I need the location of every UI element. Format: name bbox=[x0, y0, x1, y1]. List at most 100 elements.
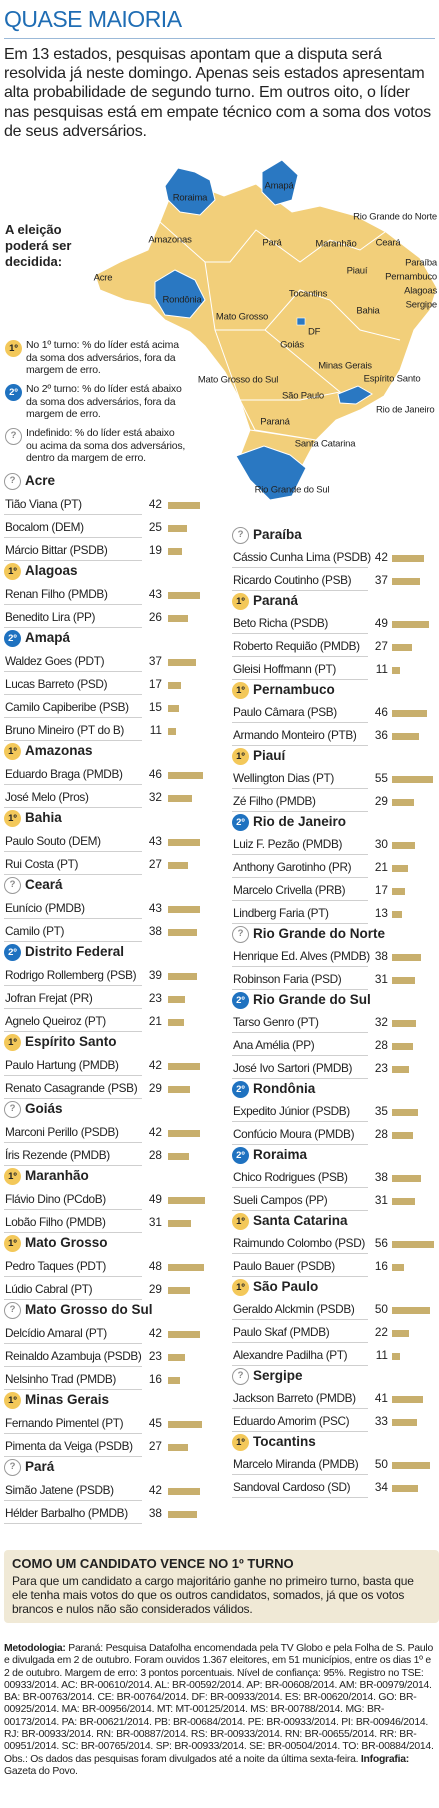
state-badge: ? bbox=[4, 877, 21, 894]
row-line bbox=[232, 656, 368, 657]
state-name: Piauí bbox=[253, 748, 286, 763]
state-badge: ? bbox=[4, 1459, 21, 1476]
vote-bar bbox=[392, 1175, 421, 1182]
candidate-value: 50 bbox=[374, 1457, 388, 1471]
vote-bar bbox=[392, 1330, 409, 1337]
map-label: Amapá bbox=[264, 181, 294, 192]
candidate-value: 26 bbox=[148, 610, 162, 624]
brazil-map: Roraima Amapá Amazonas Pará Acre Rondônia Mato… bbox=[94, 159, 438, 501]
row-line bbox=[232, 1319, 368, 1320]
row-line bbox=[232, 1474, 368, 1475]
map-label: Rondônia bbox=[162, 295, 202, 306]
candidate-name: Paulo Bauer (PSDB) bbox=[233, 1259, 335, 1273]
candidate-name: Lindberg Faria (PT) bbox=[233, 906, 329, 920]
candidate-value: 46 bbox=[374, 705, 388, 719]
row-line bbox=[232, 1078, 368, 1079]
row-line bbox=[4, 717, 142, 718]
map-label: Santa Catarina bbox=[295, 439, 356, 450]
candidate-name: Renato Casagrande (PSB) bbox=[5, 1081, 138, 1095]
vote-bar bbox=[392, 888, 405, 895]
candidate-name: Beto Richa (PSDB) bbox=[233, 616, 329, 630]
vote-bar bbox=[168, 525, 187, 532]
row-line bbox=[4, 1389, 142, 1390]
vote-bar bbox=[168, 1197, 205, 1204]
candidate-name: Anthony Garotinho (PR) bbox=[233, 860, 352, 874]
row-line bbox=[232, 679, 368, 680]
candidate-value: 28 bbox=[374, 1038, 388, 1052]
row-line bbox=[232, 1253, 368, 1254]
row-line bbox=[4, 1098, 142, 1099]
row-line bbox=[4, 604, 142, 605]
candidate-value: 29 bbox=[148, 1081, 162, 1095]
candidate-value: 56 bbox=[374, 1236, 388, 1250]
state-border bbox=[239, 399, 317, 441]
state-badge: 2º bbox=[232, 1081, 249, 1098]
vote-bar bbox=[168, 1421, 202, 1428]
candidate-name: Sueli Campos (PP) bbox=[233, 1193, 328, 1207]
candidate-value: 28 bbox=[148, 1148, 162, 1162]
vote-bar bbox=[168, 862, 189, 869]
state-name: Amapá bbox=[25, 630, 71, 645]
candidate-name: Renan Filho (PMDB) bbox=[5, 587, 108, 601]
vote-bar bbox=[168, 728, 177, 735]
state-badge: 1º bbox=[4, 563, 21, 580]
row-line bbox=[4, 694, 142, 695]
intro: Em 13 estados, pesquisas apontam que a d… bbox=[4, 46, 431, 140]
vote-bar bbox=[168, 1488, 200, 1495]
state-name: Rio de Janeiro bbox=[253, 814, 347, 829]
candidate-name: Waldez Goes (PDT) bbox=[5, 654, 105, 668]
method-text: Paraná: Pesquisa Datafolha encomendada p… bbox=[4, 1643, 434, 1765]
vote-bar bbox=[168, 1444, 189, 1451]
vote-bar bbox=[168, 1354, 186, 1361]
row-line bbox=[232, 1431, 368, 1432]
methodology: Metodologia: Paraná: Pesquisa Datafolha … bbox=[4, 1643, 436, 1778]
state-name: Mato Grosso bbox=[25, 1235, 108, 1250]
candidate-value: 42 bbox=[148, 1326, 162, 1340]
state-name: Amazonas bbox=[25, 743, 93, 758]
candidate-name: Wellington Dias (PT) bbox=[233, 771, 334, 785]
candidate-value: 38 bbox=[374, 949, 388, 963]
state-name: Maranhão bbox=[25, 1168, 89, 1183]
row-line bbox=[4, 941, 142, 942]
map-label: Rio Grande do Sul bbox=[255, 485, 330, 496]
candidate-value: 50 bbox=[374, 1302, 388, 1316]
state-badge: ? bbox=[232, 926, 249, 943]
state-badge: 1º bbox=[4, 810, 21, 827]
vote-bar bbox=[392, 621, 429, 628]
state-badge: ? bbox=[232, 527, 249, 544]
state-name: Ceará bbox=[25, 877, 63, 892]
method-label: Metodologia: bbox=[4, 1643, 66, 1654]
map-label: São Paulo bbox=[282, 391, 324, 402]
row-line bbox=[4, 1500, 142, 1501]
state-name: Tocantins bbox=[253, 1434, 316, 1449]
state-name: Paraná bbox=[253, 593, 299, 608]
candidate-value: 38 bbox=[374, 1170, 388, 1184]
row-line bbox=[232, 788, 368, 789]
state-badge: 1º bbox=[4, 743, 21, 760]
vote-bar bbox=[168, 906, 201, 913]
candidate-value: 33 bbox=[374, 1414, 388, 1428]
vote-bar bbox=[392, 1198, 416, 1205]
row-line bbox=[232, 633, 368, 634]
candidate-name: Simão Jatene (PSDB) bbox=[5, 1483, 114, 1497]
candidate-value: 27 bbox=[148, 1439, 162, 1453]
candidate-value: 31 bbox=[148, 1215, 162, 1229]
candidate-name: Márcio Bittar (PSDB) bbox=[5, 543, 108, 557]
vote-bar bbox=[168, 929, 197, 936]
candidate-name: Bruno Mineiro (PT do B) bbox=[5, 723, 124, 737]
candidate-name: Geraldo Alckmin (PSDB) bbox=[233, 1302, 355, 1316]
candidate-name: Agnelo Queiroz (PT) bbox=[5, 1014, 106, 1028]
candidate-name: Lobão Filho (PMDB) bbox=[5, 1215, 106, 1229]
state-badge: 2º bbox=[4, 630, 21, 647]
state-badge: ? bbox=[4, 1101, 21, 1118]
candidate-name: Marconi Perillo (PSDB) bbox=[5, 1125, 119, 1139]
state-name: Goiás bbox=[25, 1101, 63, 1116]
map-label: Mato Grosso bbox=[216, 312, 268, 323]
state-badge: 1º bbox=[232, 1434, 249, 1451]
credit-text: Gazeta do Povo. bbox=[4, 1765, 78, 1777]
vote-bar bbox=[392, 799, 414, 806]
vote-bar bbox=[168, 1019, 184, 1026]
row-line bbox=[4, 1343, 142, 1344]
vote-bar bbox=[168, 659, 196, 666]
state-badge: 1º bbox=[4, 1392, 21, 1409]
